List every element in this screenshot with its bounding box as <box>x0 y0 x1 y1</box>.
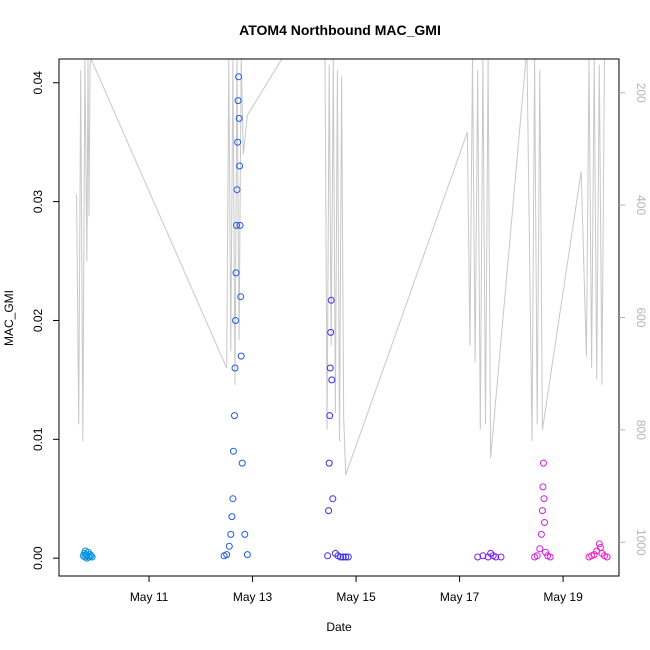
data-point <box>243 551 251 559</box>
data-point <box>326 364 334 372</box>
data-point <box>324 552 332 560</box>
data-point <box>223 551 231 559</box>
data-point <box>238 459 246 467</box>
data-point <box>233 221 240 229</box>
right-y-tick-label: 1000 <box>634 529 648 556</box>
data-point <box>228 513 236 521</box>
data-point <box>479 552 487 560</box>
data-point <box>329 495 337 503</box>
y-axis-right: 200 400 600 800 1000 <box>619 83 648 556</box>
data-point <box>235 73 243 81</box>
data-point <box>539 459 547 467</box>
data-point <box>225 542 233 550</box>
y-axis-label: MAC_GMI <box>2 290 16 346</box>
data-point <box>596 544 604 551</box>
data-point <box>234 97 242 105</box>
y-tick-label: 0.01 <box>31 427 45 451</box>
y-tick-label: 0.04 <box>31 71 45 95</box>
data-point <box>234 138 242 146</box>
chart-title: ATOM4 Northbound MAC_GMI <box>239 22 441 38</box>
y-tick-label: 0.00 <box>31 546 45 570</box>
data-point <box>232 317 239 324</box>
x-tick-label: May 19 <box>543 590 583 604</box>
y-axis: 0.00 0.01 0.02 0.03 0.04 <box>31 71 59 570</box>
x-tick-label: May 11 <box>130 590 169 604</box>
x-tick-label: May 13 <box>233 590 273 604</box>
data-point <box>344 553 352 561</box>
data-point <box>541 519 548 526</box>
right-y-tick-label: 800 <box>634 420 648 440</box>
y-tick-label: 0.03 <box>31 190 45 214</box>
data-point <box>327 328 335 336</box>
data-point <box>232 269 240 277</box>
data-point <box>237 293 245 301</box>
data-point <box>474 553 482 561</box>
right-y-tick-label: 200 <box>634 83 648 103</box>
data-point <box>540 495 548 503</box>
data-point <box>538 507 546 515</box>
data-point <box>603 553 611 561</box>
data-point <box>539 483 547 491</box>
data-point <box>237 352 245 360</box>
x-axis: May 11 May 13 May 15 May 17 May 19 <box>130 576 583 604</box>
data-point <box>235 114 243 122</box>
x-tick-label: May 17 <box>440 590 480 604</box>
data-point <box>542 548 549 556</box>
x-tick-label: May 15 <box>336 590 376 604</box>
data-point <box>231 412 238 420</box>
data-point <box>229 447 237 455</box>
y-tick-label: 0.02 <box>31 308 45 332</box>
data-point <box>236 162 244 170</box>
x-axis-label: Date <box>326 620 352 634</box>
data-point <box>533 552 541 560</box>
data-point <box>236 221 244 229</box>
gray-series-line <box>76 59 605 475</box>
gray-line-layer <box>76 59 605 475</box>
data-point <box>326 412 334 420</box>
data-point <box>328 376 336 384</box>
data-point <box>88 553 96 561</box>
right-y-tick-label: 600 <box>634 307 648 327</box>
data-point <box>595 540 603 548</box>
data-point <box>325 507 333 515</box>
data-point <box>233 186 241 194</box>
data-point <box>85 553 93 561</box>
data-point <box>492 553 500 561</box>
data-point <box>327 296 335 304</box>
data-point <box>241 530 249 538</box>
data-point <box>339 553 347 561</box>
data-point <box>537 530 545 538</box>
data-point <box>342 553 350 561</box>
data-point <box>229 495 237 503</box>
data-point <box>536 545 544 553</box>
data-points-layer <box>79 73 611 562</box>
data-point <box>497 553 505 561</box>
data-point <box>227 530 235 538</box>
data-point <box>325 459 333 467</box>
right-y-tick-label: 400 <box>634 195 648 215</box>
data-point <box>231 364 239 372</box>
data-point <box>337 553 345 561</box>
data-point <box>546 553 554 561</box>
